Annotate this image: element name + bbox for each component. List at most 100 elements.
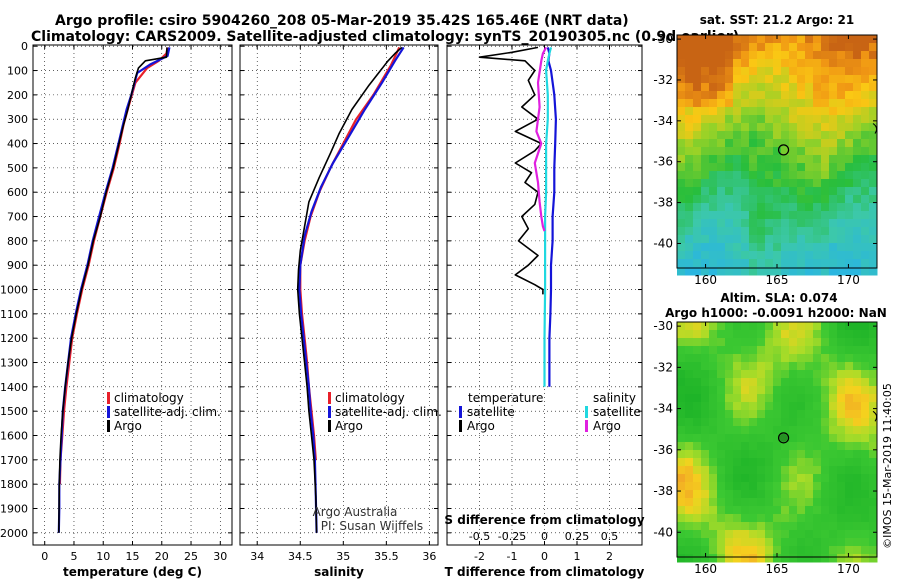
map-cell bbox=[717, 75, 726, 84]
map-cell bbox=[773, 203, 782, 212]
map-cell bbox=[837, 67, 846, 76]
map-cell bbox=[829, 506, 838, 515]
map-cell bbox=[797, 115, 806, 124]
map-cell bbox=[725, 35, 734, 44]
map-cell bbox=[829, 131, 838, 140]
map-cell bbox=[813, 251, 822, 260]
map-cell bbox=[677, 203, 686, 212]
map-cell bbox=[717, 410, 726, 419]
map-cell bbox=[813, 235, 822, 244]
map-cell bbox=[853, 346, 862, 355]
map-cell bbox=[837, 450, 846, 459]
map-cell bbox=[837, 346, 846, 355]
map-cell bbox=[861, 402, 870, 411]
map-cell bbox=[757, 338, 766, 347]
map-cell bbox=[757, 538, 766, 547]
map-cell bbox=[757, 354, 766, 363]
map-y-tick-label: -38 bbox=[653, 484, 673, 498]
map-cell bbox=[717, 530, 726, 539]
map-cell bbox=[765, 155, 774, 164]
map-cell bbox=[781, 546, 790, 555]
map-cell bbox=[797, 386, 806, 395]
map-cell bbox=[821, 362, 830, 371]
map-cell bbox=[717, 482, 726, 491]
map-cell bbox=[805, 131, 814, 140]
map-cell bbox=[725, 338, 734, 347]
map-cell bbox=[869, 402, 878, 411]
map-cell bbox=[805, 75, 814, 84]
map-cell bbox=[861, 322, 870, 331]
map-cell bbox=[741, 434, 750, 443]
map-cell bbox=[765, 219, 774, 228]
map-cell bbox=[701, 227, 710, 236]
map-cell bbox=[749, 115, 758, 124]
map-cell bbox=[725, 267, 734, 276]
map-cell bbox=[757, 362, 766, 371]
map-cell bbox=[693, 506, 702, 515]
map-cell bbox=[677, 450, 686, 459]
map-cell bbox=[693, 59, 702, 68]
map-frame bbox=[676, 321, 878, 558]
map-cell bbox=[717, 195, 726, 204]
map-cell bbox=[789, 466, 798, 475]
map-cell bbox=[685, 506, 694, 515]
map-cell bbox=[733, 354, 742, 363]
map-cell bbox=[717, 546, 726, 555]
map-cell bbox=[685, 410, 694, 419]
map-cell bbox=[725, 59, 734, 68]
map-cell bbox=[701, 482, 710, 491]
map-cell bbox=[829, 546, 838, 555]
map-cell bbox=[821, 498, 830, 507]
map-cell bbox=[837, 322, 846, 331]
map-cell bbox=[813, 538, 822, 547]
map-cell bbox=[829, 338, 838, 347]
map-cell bbox=[853, 490, 862, 499]
map-cell bbox=[725, 386, 734, 395]
map-cell bbox=[813, 458, 822, 467]
map-cell bbox=[821, 354, 830, 363]
map-cell bbox=[861, 386, 870, 395]
map-cell bbox=[765, 434, 774, 443]
map-cell bbox=[829, 322, 838, 331]
map-cell bbox=[829, 530, 838, 539]
map-cell bbox=[805, 83, 814, 92]
map-cell bbox=[709, 386, 718, 395]
map-cell bbox=[813, 187, 822, 196]
secondary-tick-label: 0 bbox=[541, 530, 548, 543]
map-y-tick-label: -36 bbox=[653, 443, 673, 457]
map-cell bbox=[757, 139, 766, 148]
map-cell bbox=[853, 386, 862, 395]
map-cell bbox=[861, 474, 870, 483]
map-cell bbox=[733, 490, 742, 499]
map-cell bbox=[749, 147, 758, 156]
map-cell bbox=[821, 442, 830, 451]
legend-label: satellite-adj. clim. bbox=[335, 405, 442, 419]
map-cell bbox=[749, 442, 758, 451]
map-cell bbox=[757, 107, 766, 116]
map-cell bbox=[701, 362, 710, 371]
map-cell bbox=[861, 466, 870, 475]
map-cell bbox=[765, 195, 774, 204]
map-cell bbox=[709, 418, 718, 427]
map-cell bbox=[717, 338, 726, 347]
map-cell bbox=[773, 506, 782, 515]
map-cell bbox=[677, 211, 686, 220]
depth-tick-label: 400 bbox=[7, 138, 28, 151]
map-cell bbox=[861, 59, 870, 68]
map-cell bbox=[789, 482, 798, 491]
map-cell bbox=[781, 490, 790, 499]
map-cell bbox=[709, 554, 718, 563]
map-cell bbox=[709, 211, 718, 220]
map-cell bbox=[853, 163, 862, 172]
map-cell bbox=[717, 259, 726, 268]
map-cell bbox=[709, 378, 718, 387]
map-cell bbox=[749, 410, 758, 419]
map-cell bbox=[797, 330, 806, 339]
map-cell bbox=[709, 75, 718, 84]
legend-label: Argo bbox=[335, 419, 363, 433]
map-cell bbox=[773, 434, 782, 443]
map-cell bbox=[829, 115, 838, 124]
map-cell bbox=[677, 163, 686, 172]
map-cell bbox=[693, 259, 702, 268]
